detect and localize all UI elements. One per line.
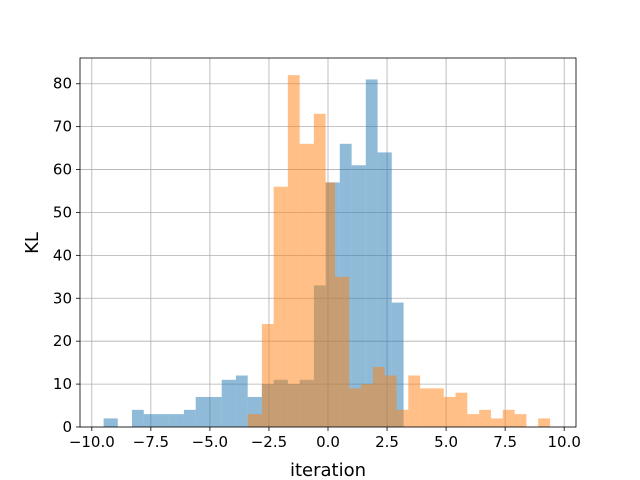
histogram-bar-series-1 (143, 414, 158, 427)
x-tick-label: −5.0 (192, 433, 228, 451)
histogram-bar-series-1 (365, 79, 378, 427)
y-tick-label: 70 (53, 118, 72, 136)
x-tick-label: 10.0 (547, 433, 580, 451)
histogram-bar-series-2 (261, 324, 274, 427)
histogram-bar-series-2 (349, 388, 362, 427)
histogram-bar-series-2 (313, 113, 326, 428)
histogram-bar-series-1 (157, 414, 170, 427)
histogram-bar-series-1 (391, 302, 404, 427)
histogram-bar-series-2 (479, 409, 491, 427)
histogram-bar-series-2 (287, 75, 300, 428)
histogram-bar-series-1 (103, 418, 118, 427)
x-tick-label: −7.5 (133, 433, 169, 451)
y-tick-label: 30 (53, 289, 72, 307)
histogram-bar-series-2 (538, 418, 551, 427)
histogram-bar-series-1 (351, 165, 366, 427)
x-tick-label: 5.0 (434, 433, 458, 451)
y-tick-label: 20 (53, 332, 72, 350)
histogram-bar-series-1 (235, 375, 248, 427)
histogram-bar-series-2 (420, 388, 432, 427)
histogram-bar-series-1 (195, 396, 210, 427)
histogram-bar-series-2 (490, 418, 503, 427)
histogram-bar-series-2 (372, 366, 385, 427)
histogram-bar-series-2 (396, 409, 409, 427)
y-tick-label: 0 (62, 418, 72, 436)
histogram-bar-series-2 (384, 375, 397, 427)
histogram-bar-series-2 (325, 182, 336, 427)
histogram-bars (103, 75, 551, 428)
histogram-bar-series-2 (502, 409, 515, 427)
x-tick-label: 2.5 (375, 433, 399, 451)
histogram-bar-series-2 (408, 375, 421, 427)
x-tick-label: 7.5 (493, 433, 517, 451)
y-tick-label: 80 (53, 75, 72, 93)
histogram-bar-series-1 (131, 409, 144, 427)
histogram-bar-series-2 (299, 143, 314, 427)
histogram-bar-series-2 (455, 392, 468, 427)
y-tick-label: 10 (53, 375, 72, 393)
x-tick-label: 0.0 (316, 433, 340, 451)
y-tick-label: 50 (53, 203, 72, 221)
x-axis-label: iteration (290, 460, 366, 480)
histogram-bar-series-1 (169, 414, 184, 427)
x-tick-label: −2.5 (251, 433, 287, 451)
histogram-bar-series-2 (361, 384, 373, 427)
histogram-bar-series-1 (221, 379, 236, 427)
histogram-bar-series-2 (443, 396, 456, 427)
y-tick-label: 60 (53, 161, 72, 179)
histogram-bar-series-2 (467, 414, 480, 427)
histogram-bar-series-1 (377, 152, 392, 427)
y-axis-label: KL (22, 232, 43, 254)
y-tick-label: 40 (53, 246, 72, 264)
histogram-bar-series-2 (431, 388, 444, 427)
histogram-bar-series-2 (514, 414, 527, 427)
histogram-bar-series-2 (335, 276, 350, 427)
histogram-bar-series-1 (209, 396, 222, 427)
histogram-bar-series-2 (247, 414, 262, 427)
histogram-bar-series-2 (273, 186, 288, 427)
x-axis: −10.0 −7.5 −5.0 −2.5 0.0 2.5 5.0 7.5 10.0 (69, 427, 581, 451)
y-axis: 0 10 20 30 40 50 60 70 80 (53, 75, 80, 436)
histogram-bar-series-1 (183, 409, 196, 427)
x-tick-label: −10.0 (69, 433, 115, 451)
